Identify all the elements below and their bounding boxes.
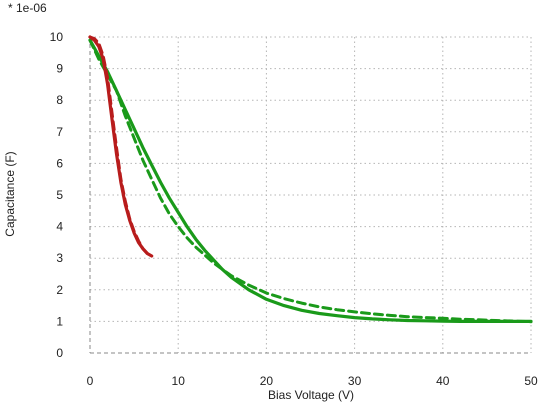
y-tick-label: 1: [56, 314, 63, 328]
series-line-1: [88, 38, 533, 323]
y-tick-label: 4: [56, 220, 63, 234]
y-tick-label: 3: [56, 251, 63, 265]
x-tick-label: 40: [436, 374, 450, 388]
y-multiplier-label: * 1e-06: [8, 1, 47, 15]
axes: [89, 37, 531, 354]
x-tick-label: 0: [87, 374, 94, 388]
x-tick-labels: 0 10 20 30 40 50: [87, 374, 538, 388]
y-tick-label: 0: [56, 346, 63, 360]
x-tick-label: 30: [348, 374, 362, 388]
y-tick-label: 7: [56, 125, 63, 139]
x-tick-label: 10: [172, 374, 186, 388]
y-axis-label: Capacitance (F): [3, 151, 17, 236]
y-tick-label: 9: [56, 62, 63, 76]
y-tick-label: 2: [56, 283, 63, 297]
data-series: [88, 35, 533, 324]
series-line-2: [88, 38, 533, 324]
y-tick-label: 8: [56, 93, 63, 107]
y-tick-label: 5: [56, 188, 63, 202]
y-tick-label: 6: [56, 156, 63, 170]
x-axis-label: Bias Voltage (V): [268, 388, 354, 402]
grid-lines: [90, 36, 532, 353]
y-tick-label: 10: [50, 30, 64, 44]
series-line-4: [88, 35, 154, 258]
y-tick-labels: 0 1 2 3 4 5 6 7 8 9 10: [50, 30, 64, 360]
x-tick-label: 20: [260, 374, 274, 388]
x-tick-label: 50: [524, 374, 538, 388]
